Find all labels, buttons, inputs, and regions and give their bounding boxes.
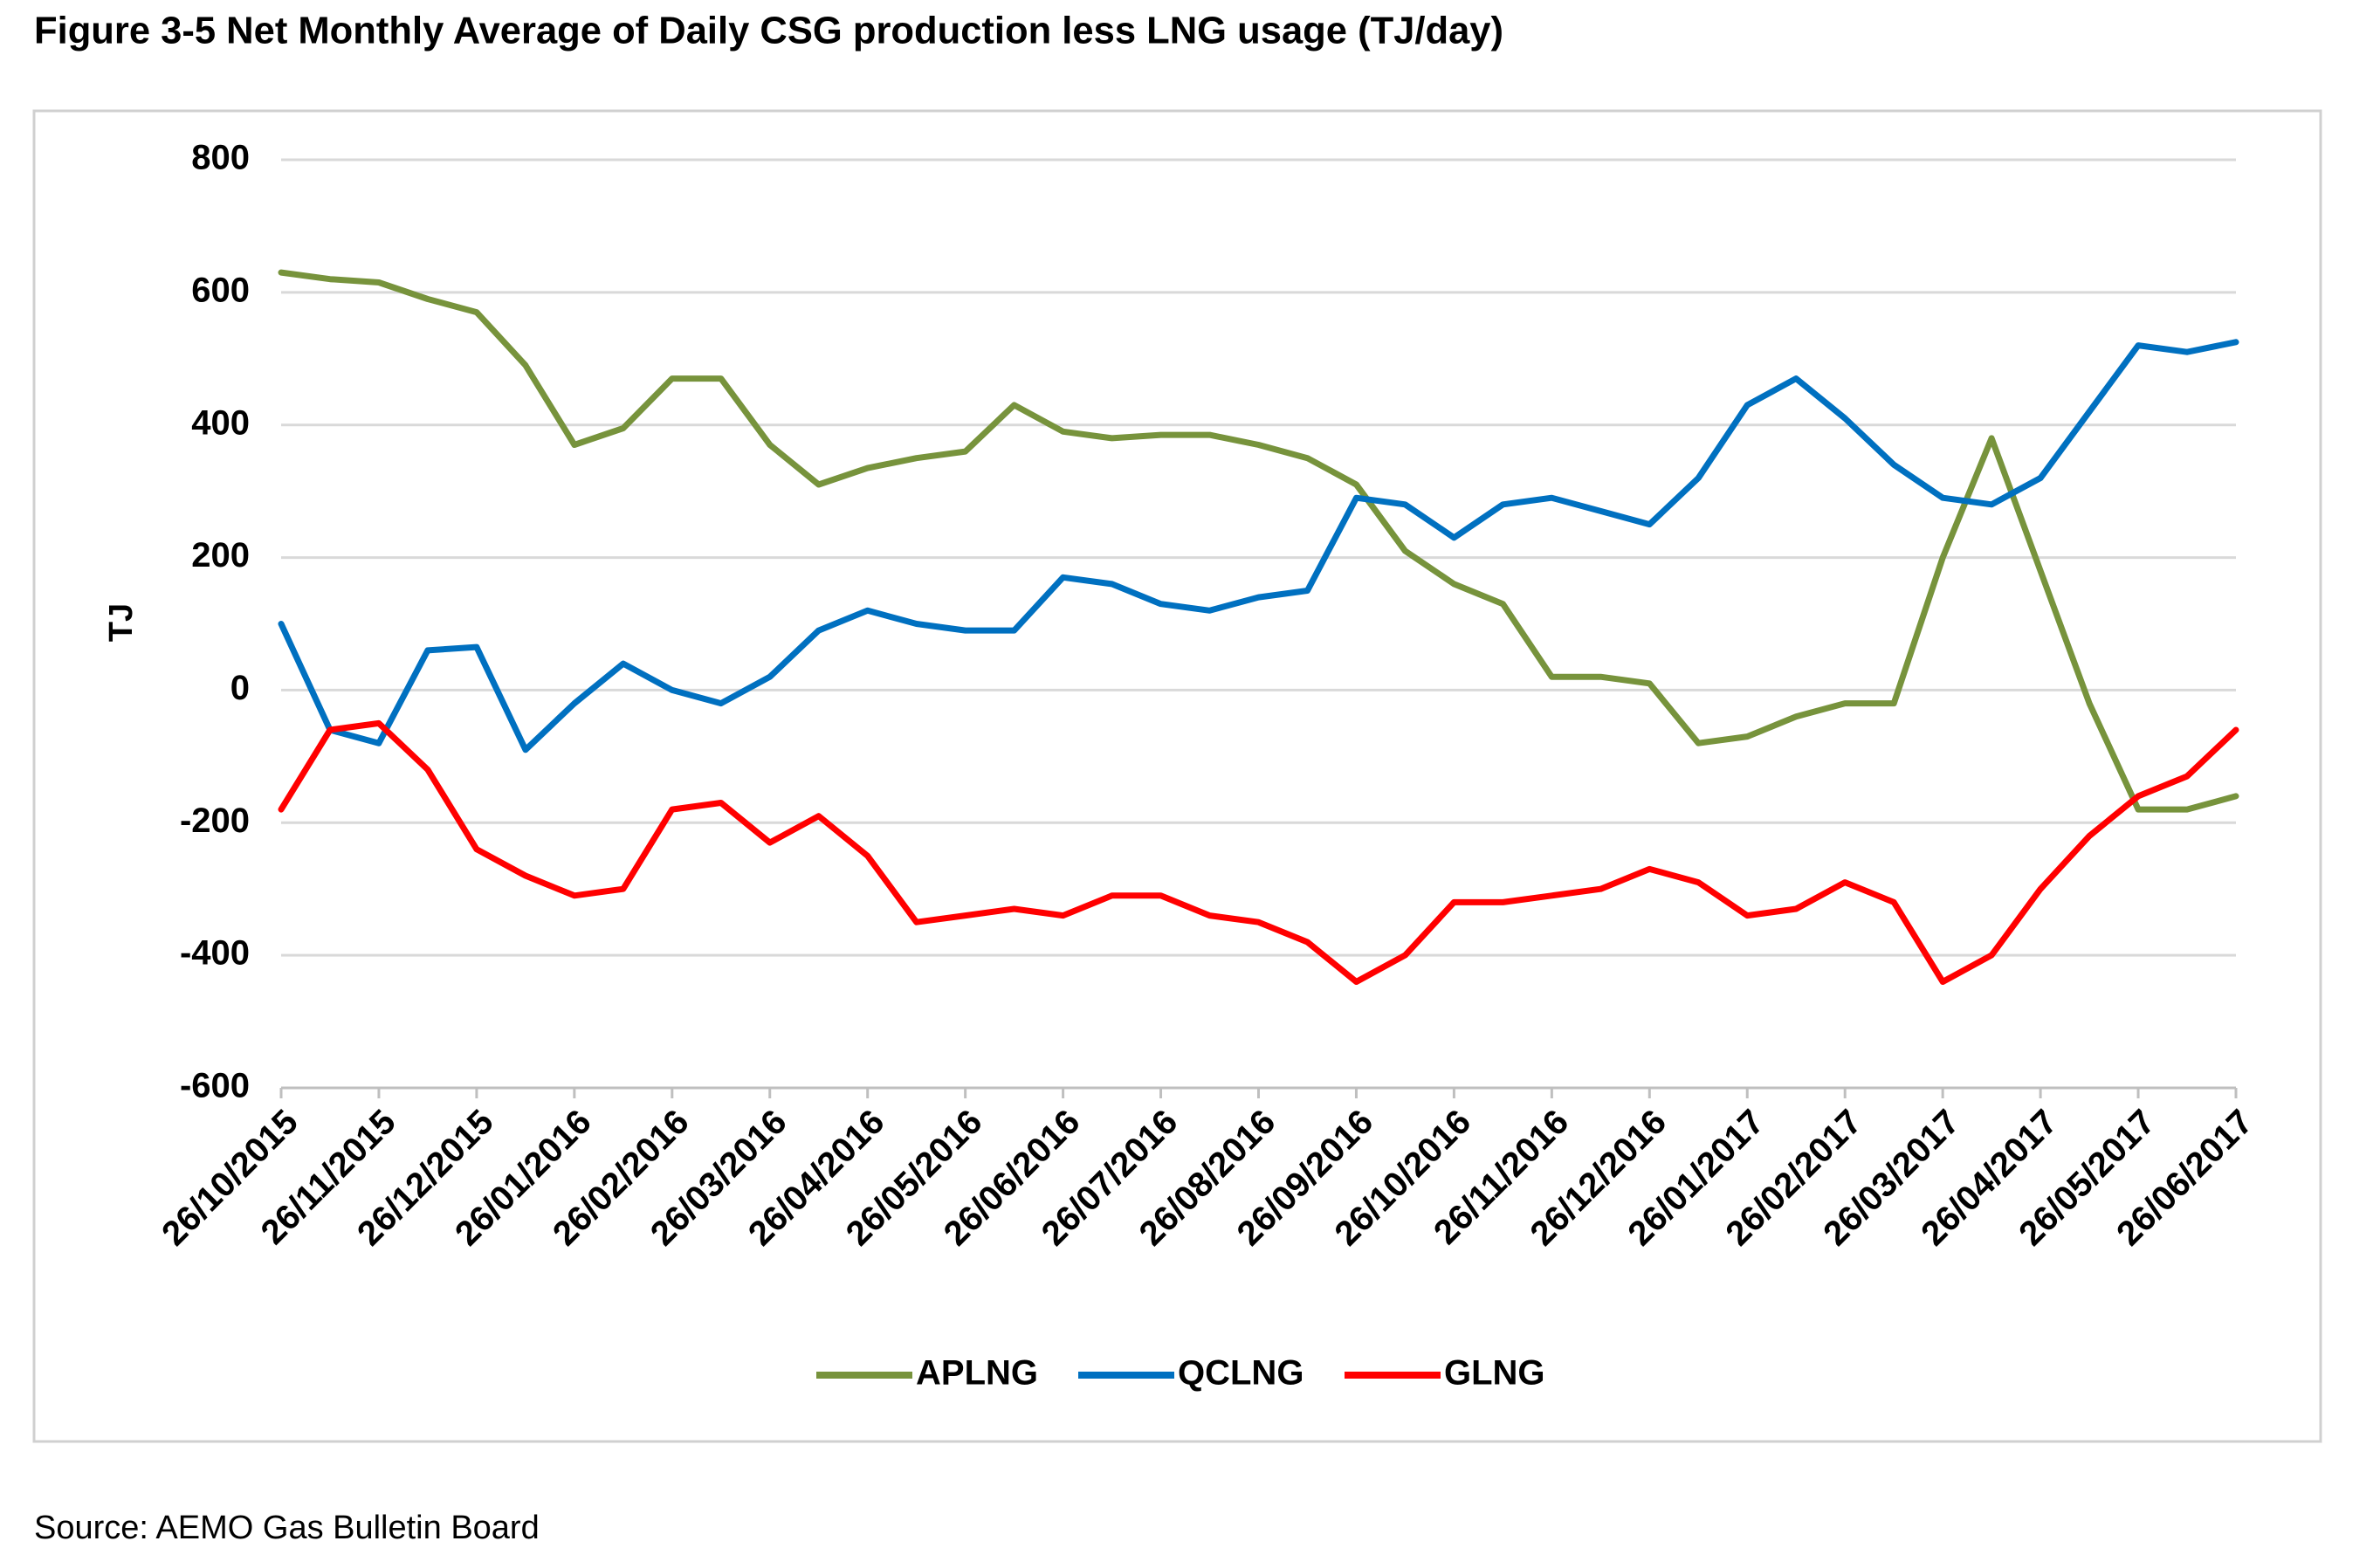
series-line <box>278 339 2239 753</box>
figure-title: Figure 3-5 Net Monthly Average of Daily … <box>34 10 1503 52</box>
legend-label: APLNG <box>916 1354 1038 1393</box>
legend-label: QCLNG <box>1178 1354 1303 1393</box>
source-note: Source: AEMO Gas Bulletin Board <box>34 1510 540 1546</box>
legend-label: GLNG <box>1444 1354 1545 1393</box>
y-tick-label: -600 <box>180 1067 250 1105</box>
y-tick-label: 600 <box>191 271 250 309</box>
series-line <box>278 719 2239 985</box>
y-tick-label: 200 <box>191 536 250 574</box>
y-axis-title: TJ <box>103 603 140 642</box>
y-tick-label: 0 <box>230 669 250 707</box>
y-tick-label: 400 <box>191 403 250 442</box>
y-tick-label: 800 <box>191 139 250 177</box>
chart-frame <box>32 109 2322 1443</box>
series-line <box>278 269 2239 813</box>
y-tick-label: -400 <box>180 934 250 973</box>
y-tick-label: -200 <box>180 802 250 840</box>
